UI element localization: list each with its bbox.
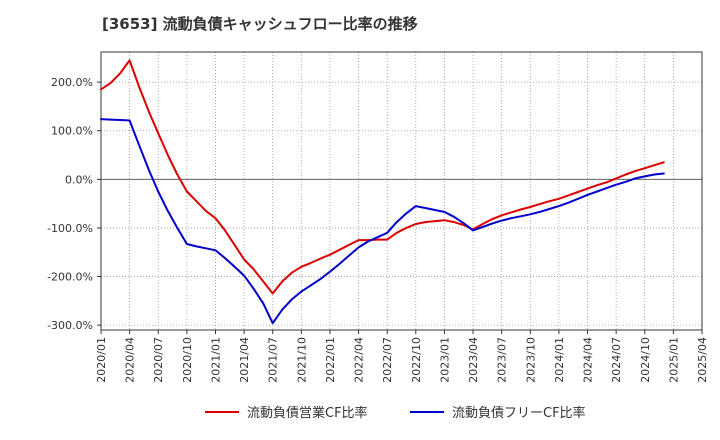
y-tick-label: 100.0%	[51, 125, 93, 138]
legend-swatch-free-cf	[410, 410, 444, 413]
x-tick-label: 2024/10	[639, 337, 652, 383]
x-tick-label: 2021/01	[209, 337, 222, 383]
x-tick-label: 2023/04	[467, 337, 480, 383]
x-tick-label: 2020/01	[95, 337, 108, 383]
x-tick-label: 2023/10	[524, 337, 537, 383]
x-tick-label: 2023/01	[438, 337, 451, 383]
x-tick-label: 2020/07	[152, 337, 165, 383]
legend-label-free-cf: 流動負債フリーCF比率	[452, 406, 586, 421]
series-line-operating-cf	[100, 59, 665, 295]
x-tick-label: 2024/01	[553, 337, 566, 383]
x-tick-label: 2021/04	[238, 337, 251, 383]
y-tick-label: -100.0%	[47, 222, 93, 235]
legend-label-operating-cf: 流動負債営業CF比率	[247, 406, 368, 421]
x-tick-label: 2024/04	[582, 337, 595, 383]
y-tick-label: 200.0%	[51, 76, 93, 89]
legend-item-operating-cf: 流動負債営業CF比率	[205, 402, 368, 421]
x-tick-label: 2022/01	[324, 337, 337, 383]
y-tick-label: 0.0%	[65, 173, 93, 186]
x-tick-label: 2022/04	[353, 337, 366, 383]
x-tick-label: 2021/07	[267, 337, 280, 383]
legend: 流動負債営業CF比率 流動負債フリーCF比率	[0, 402, 720, 426]
series-lines	[100, 59, 665, 325]
legend-item-free-cf: 流動負債フリーCF比率	[410, 402, 586, 421]
x-tick-label: 2020/10	[181, 337, 194, 383]
legend-swatch-operating-cf	[205, 410, 239, 413]
plot-frame	[100, 51, 703, 331]
axes	[97, 51, 703, 334]
x-tick-label: 2025/01	[667, 337, 680, 383]
x-tick-label: 2024/07	[610, 337, 623, 383]
x-tick-label: 2022/10	[410, 337, 423, 383]
series-line-free-cf	[100, 118, 665, 325]
x-tick-label: 2020/04	[124, 337, 137, 383]
x-tick-label: 2025/04	[696, 337, 709, 383]
x-tick-label: 2021/10	[295, 337, 308, 383]
x-tick-label: 2022/07	[381, 337, 394, 383]
tick-labels: 2020/01 2020/04 2020/07 2020/10 2021/01 2021/…	[47, 76, 709, 383]
grid-lines	[100, 52, 703, 330]
y-tick-label: -200.0%	[47, 271, 93, 284]
chart-title: [3653] 流動負債キャッシュフロー比率の推移	[102, 15, 418, 33]
y-tick-label: -300.0%	[47, 319, 93, 332]
x-tick-label: 2023/07	[496, 337, 509, 383]
